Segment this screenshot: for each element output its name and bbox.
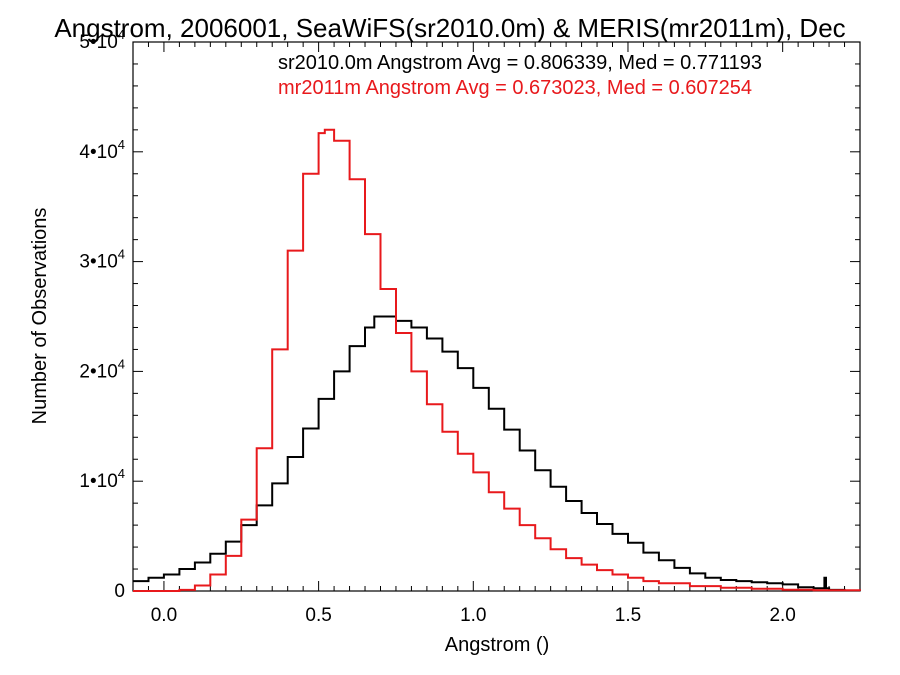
x-tick-label: 1.0 — [460, 605, 486, 626]
plot-area — [132, 41, 861, 592]
x-tick-label: 2.0 — [769, 605, 795, 626]
x-tick-label: 0.5 — [305, 605, 331, 626]
mr2011-series-line — [133, 128, 861, 592]
x-axis-label: Angstrom () — [445, 634, 549, 656]
y-tick-label: 1•104 — [79, 466, 125, 492]
y-tick-label: 2•104 — [79, 356, 125, 382]
series-group — [133, 128, 861, 592]
legend-entry: sr2010.0m Angstrom Avg = 0.806339, Med =… — [278, 52, 762, 74]
legend: sr2010.0m Angstrom Avg = 0.806339, Med =… — [278, 52, 762, 99]
y-tick-label: 5•104 — [79, 27, 125, 53]
y-tick-label: 0 — [114, 581, 125, 602]
x-tick-label: 1.5 — [615, 605, 641, 626]
y-axis: 0 1•104 2•104 3•104 4•104 5•104 — [79, 27, 860, 602]
chart-title: Angstrom, 2006001, SeaWiFS(sr2010.0m) & … — [54, 13, 845, 43]
plot-frame — [132, 41, 861, 592]
x-axis: 0.0 0.5 1.0 1.5 2.0 — [132, 42, 861, 626]
y-tick-label: 4•104 — [79, 137, 125, 163]
y-axis-label: Number of Observations — [29, 208, 51, 425]
legend-entry: mr2011m Angstrom Avg = 0.673023, Med = 0… — [278, 77, 752, 99]
sr2010-series-line — [133, 315, 861, 592]
x-tick-label: 0.0 — [151, 605, 177, 626]
y-tick-label: 3•104 — [79, 247, 125, 273]
